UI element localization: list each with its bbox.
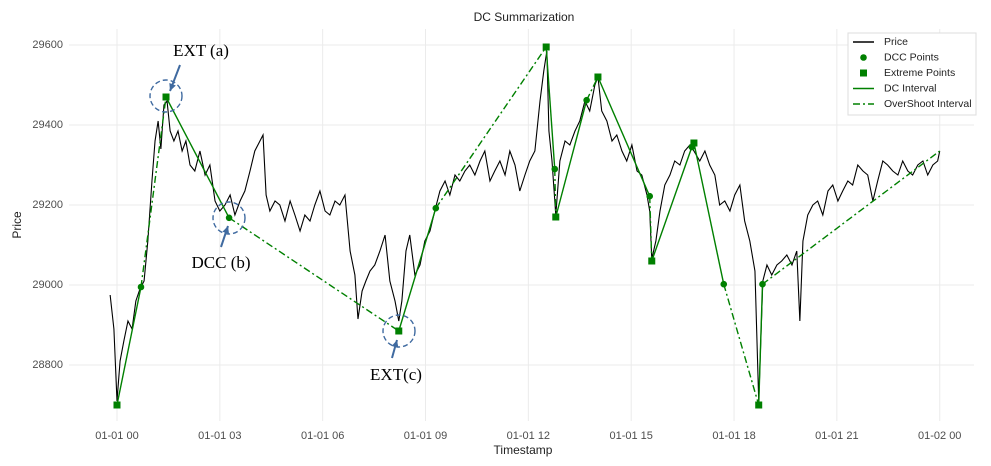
x-tick-label: 01-01 21 <box>815 430 858 442</box>
x-tick-label: 01-01 06 <box>301 430 344 442</box>
series-line <box>586 76 599 101</box>
y-tick-label: 29200 <box>32 199 63 211</box>
dcc-point <box>225 214 233 222</box>
dcc-point <box>551 165 559 173</box>
legend-box <box>847 32 977 116</box>
annotation-text: DCC (b) <box>191 253 250 272</box>
legend-marker <box>860 54 867 61</box>
y-tick-label: 29400 <box>32 119 63 131</box>
x-tick-label: 01-01 18 <box>712 430 755 442</box>
dcc-point <box>720 280 728 288</box>
legend-label: OverShoot Interval <box>884 98 972 110</box>
annotations: EXT (a) DCC (b) EXT(c) <box>149 41 422 384</box>
extreme-point <box>594 73 602 81</box>
series-line <box>762 150 941 285</box>
annotation-arrowhead <box>169 83 176 91</box>
extreme-point <box>690 139 698 147</box>
series-line <box>116 286 142 406</box>
extreme-point <box>755 401 763 409</box>
x-tick-label: 01-01 15 <box>609 430 652 442</box>
series-line <box>109 50 941 402</box>
series-line <box>228 217 400 332</box>
series-line <box>649 196 653 262</box>
dcc-point <box>759 280 766 288</box>
legend-label: DCC Points <box>884 51 939 63</box>
extreme-point <box>113 401 121 409</box>
y-axis-label: Price <box>10 211 24 239</box>
series-line <box>651 146 693 262</box>
series-line <box>398 207 437 332</box>
chart-title: DC Summarization <box>474 10 575 24</box>
annotation-arrowhead <box>222 226 230 234</box>
x-tick-label: 01-01 12 <box>507 430 550 442</box>
series-line <box>758 284 764 406</box>
annotation-text: EXT(c) <box>370 365 422 384</box>
dcc-point <box>583 96 590 104</box>
legend: Price DCC Points Extreme Points DC Interval… <box>847 32 977 116</box>
legend-label: Price <box>884 36 908 48</box>
extreme-point <box>162 93 170 101</box>
series-line <box>693 142 725 285</box>
annotation-circle <box>149 79 183 113</box>
extreme-point <box>542 43 550 51</box>
annotation-circle <box>212 201 246 235</box>
x-tick-label: 01-02 00 <box>918 430 961 442</box>
extreme-point <box>648 257 656 265</box>
x-tick-label: 01-01 03 <box>198 430 241 442</box>
y-tick-label: 29600 <box>32 39 63 51</box>
dcc-point <box>137 283 145 291</box>
series-line <box>723 284 760 406</box>
legend-label: DC Interval <box>884 82 937 94</box>
x-axis-label: Timestamp <box>494 443 553 457</box>
y-tick-label: 29000 <box>32 279 63 291</box>
series-line <box>554 168 557 218</box>
legend-label: Extreme Points <box>884 67 955 79</box>
dcc-point <box>646 192 654 200</box>
grid <box>69 29 974 421</box>
extreme-point <box>552 213 560 221</box>
series-line <box>165 96 230 219</box>
annotation-text: EXT (a) <box>173 41 229 60</box>
x-tick-label: 01-01 00 <box>95 430 138 442</box>
dcc-point <box>432 204 440 212</box>
x-tick-label: 01-01 09 <box>404 430 447 442</box>
series-line <box>545 46 556 170</box>
series-line <box>140 96 167 288</box>
series-line <box>555 100 588 218</box>
legend-marker <box>860 69 867 77</box>
series-line <box>597 76 651 197</box>
plot <box>109 43 941 409</box>
extreme-point <box>395 327 403 335</box>
annotation-circle <box>382 314 416 348</box>
annotation-arrowhead <box>391 340 399 348</box>
series-line <box>435 46 547 209</box>
y-tick-label: 28800 <box>32 359 63 371</box>
